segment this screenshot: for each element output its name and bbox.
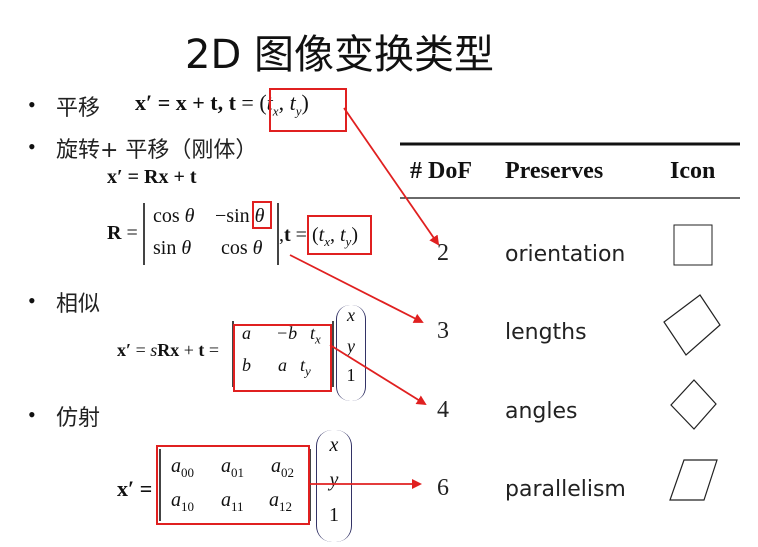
bullet-dot: • (28, 134, 36, 159)
preserves-value: angles (505, 399, 578, 424)
rotation-matrix: cos θ −sin θ sin θ cos θ (143, 203, 279, 265)
bullet-translation-label: 平移 (56, 96, 101, 121)
preserves-value: lengths (505, 320, 587, 345)
bullet-rigid-label: 旋转+ 平移（刚体） (56, 138, 258, 163)
parallelogram-icon (669, 459, 718, 501)
rotated-square-icon (663, 294, 721, 356)
bullet-similarity-label: 相似 (56, 292, 101, 317)
rotation-matrix-label: R = (107, 222, 138, 244)
arrow (289, 254, 424, 323)
highlight-box (252, 201, 272, 229)
similarity-equation: x′ = sRx + t = (117, 340, 220, 360)
bullet-dot: • (28, 92, 36, 117)
preserves-value: parallelism (505, 477, 626, 502)
arrow (329, 344, 427, 406)
square-icon (673, 224, 713, 266)
highlight-box (156, 445, 310, 525)
highlight-box (307, 215, 372, 255)
bullet-affine-label: 仿射 (56, 406, 101, 431)
slide-title: 2D 图像变换类型 (185, 32, 494, 78)
header-icon: Icon (670, 158, 716, 184)
affine-matrix: a00 a01 a02 a10 a11 a12 (159, 449, 311, 521)
dof-value: 3 (437, 318, 449, 344)
scaled-rotated-square-icon (670, 379, 717, 430)
header-preserves: Preserves (505, 158, 604, 184)
header-dof: # DoF (410, 158, 472, 184)
dof-value: 6 (437, 475, 449, 501)
preserves-value: orientation (505, 242, 626, 267)
dof-value: 2 (437, 240, 449, 266)
bullet-dot: • (28, 288, 36, 313)
affine-equation: x′ = (117, 476, 153, 501)
arrow (343, 107, 440, 246)
highlight-box (233, 324, 332, 392)
bullet-dot: • (28, 402, 36, 427)
rigid-equation: x′ = Rx + t (107, 166, 197, 188)
dof-value: 4 (437, 397, 449, 423)
